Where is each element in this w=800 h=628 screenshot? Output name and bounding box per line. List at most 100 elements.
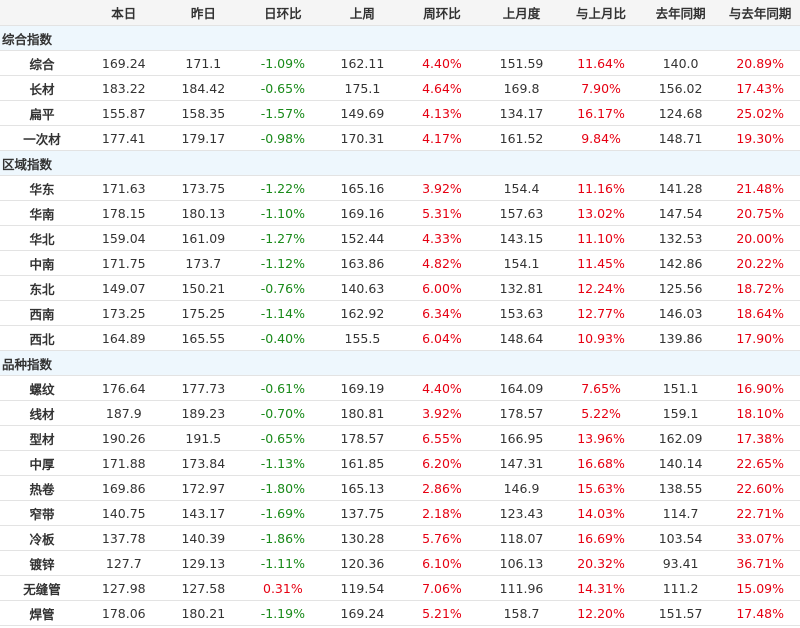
table-cell: 148.64 bbox=[481, 325, 562, 351]
table-row: 热卷 169.86 172.97 -1.80% 165.13 2.86% 146.9 15.6… bbox=[0, 475, 800, 501]
table-cell: 20.75% bbox=[720, 200, 800, 226]
table-cell: 13.02% bbox=[561, 200, 641, 226]
table-cell: 140.0 bbox=[640, 50, 721, 76]
table-cell: 161.09 bbox=[163, 225, 244, 251]
table-row: 西北 164.89 165.55 -0.40% 155.5 6.04% 148.64 10.9… bbox=[0, 325, 800, 351]
table-row: 西南 173.25 175.25 -1.14% 162.92 6.34% 153.63 12.… bbox=[0, 300, 800, 326]
table-cell: 18.64% bbox=[720, 300, 800, 326]
table-cell: 16.69% bbox=[561, 525, 641, 551]
table-cell: 18.10% bbox=[720, 400, 800, 426]
table-cell: 2.86% bbox=[402, 475, 482, 501]
table-cell: -0.70% bbox=[243, 400, 323, 426]
table-row: 线材 187.9 189.23 -0.70% 180.81 3.92% 178.57 5.22… bbox=[0, 400, 800, 426]
table-cell: 6.00% bbox=[402, 275, 482, 301]
table-cell: 164.89 bbox=[84, 325, 164, 351]
table-cell: 178.57 bbox=[322, 425, 403, 451]
table-cell: 4.82% bbox=[402, 250, 482, 276]
table-cell: 170.31 bbox=[322, 125, 403, 151]
table-cell: 178.15 bbox=[84, 200, 164, 226]
table-cell: 4.33% bbox=[402, 225, 482, 251]
section-title: 区域指数 bbox=[0, 150, 800, 176]
table-cell: 158.7 bbox=[481, 600, 562, 626]
table-cell: -1.86% bbox=[243, 525, 323, 551]
table-cell: 146.03 bbox=[640, 300, 721, 326]
table-cell: 16.90% bbox=[720, 375, 800, 401]
table-cell: 166.95 bbox=[481, 425, 562, 451]
table-row: 中厚 171.88 173.84 -1.13% 161.85 6.20% 147.31 16.… bbox=[0, 450, 800, 476]
table-cell: 143.15 bbox=[481, 225, 562, 251]
table-cell: 17.38% bbox=[720, 425, 800, 451]
table-cell: 2.18% bbox=[402, 500, 482, 526]
table-cell: 20.22% bbox=[720, 250, 800, 276]
table-cell: -1.10% bbox=[243, 200, 323, 226]
table-cell: 33.07% bbox=[720, 525, 800, 551]
row-label: 西北 bbox=[0, 325, 84, 351]
table-cell: 151.57 bbox=[640, 600, 721, 626]
table-row: 螺纹 176.64 177.73 -0.61% 169.19 4.40% 164.09 7.6… bbox=[0, 375, 800, 401]
table-row: 扁平 155.87 158.35 -1.57% 149.69 4.13% 134.17 16.… bbox=[0, 100, 800, 126]
column-header: 日环比 bbox=[243, 0, 323, 26]
table-cell: 25.02% bbox=[720, 100, 800, 126]
table-cell: 22.71% bbox=[720, 500, 800, 526]
table-cell: 169.19 bbox=[322, 375, 403, 401]
column-header bbox=[0, 0, 84, 26]
table-cell: 120.36 bbox=[322, 550, 403, 576]
row-label: 扁平 bbox=[0, 100, 84, 126]
section-header: 品种指数 bbox=[0, 350, 800, 376]
row-label: 窄带 bbox=[0, 500, 84, 526]
table-cell: 140.63 bbox=[322, 275, 403, 301]
table-cell: 169.8 bbox=[481, 75, 562, 101]
section-title: 品种指数 bbox=[0, 350, 800, 376]
table-cell: 171.1 bbox=[163, 50, 244, 76]
table-cell: -1.11% bbox=[243, 550, 323, 576]
row-label: 镀锌 bbox=[0, 550, 84, 576]
table-cell: 189.23 bbox=[163, 400, 244, 426]
table-cell: 22.60% bbox=[720, 475, 800, 501]
table-cell: 5.22% bbox=[561, 400, 641, 426]
table-cell: 162.09 bbox=[640, 425, 721, 451]
table-cell: -0.65% bbox=[243, 75, 323, 101]
table-cell: 178.06 bbox=[84, 600, 164, 626]
table-cell: 13.96% bbox=[561, 425, 641, 451]
table-cell: 178.57 bbox=[481, 400, 562, 426]
column-header: 去年同期 bbox=[640, 0, 721, 26]
table-cell: 143.17 bbox=[163, 500, 244, 526]
table-cell: 165.55 bbox=[163, 325, 244, 351]
table-cell: 114.7 bbox=[640, 500, 721, 526]
table-cell: 180.13 bbox=[163, 200, 244, 226]
table-cell: 11.45% bbox=[561, 250, 641, 276]
table-cell: 150.21 bbox=[163, 275, 244, 301]
table-cell: 15.09% bbox=[720, 575, 800, 601]
table-cell: 14.03% bbox=[561, 500, 641, 526]
table-cell: 21.48% bbox=[720, 175, 800, 201]
table-cell: 6.20% bbox=[402, 450, 482, 476]
row-label: 中南 bbox=[0, 250, 84, 276]
table-cell: 164.09 bbox=[481, 375, 562, 401]
table-cell: 184.42 bbox=[163, 75, 244, 101]
table-cell: -0.61% bbox=[243, 375, 323, 401]
row-label: 综合 bbox=[0, 50, 84, 76]
row-label: 无缝管 bbox=[0, 575, 84, 601]
table-cell: 155.87 bbox=[84, 100, 164, 126]
row-label: 东北 bbox=[0, 275, 84, 301]
table-row: 无缝管 127.98 127.58 0.31% 119.54 7.06% 111.96 14.… bbox=[0, 575, 800, 601]
row-label: 华南 bbox=[0, 200, 84, 226]
table-row: 东北 149.07 150.21 -0.76% 140.63 6.00% 132.81 12.… bbox=[0, 275, 800, 301]
table-cell: -0.40% bbox=[243, 325, 323, 351]
table-cell: 148.71 bbox=[640, 125, 721, 151]
table-cell: -1.69% bbox=[243, 500, 323, 526]
table-cell: 140.14 bbox=[640, 450, 721, 476]
table-cell: 127.7 bbox=[84, 550, 164, 576]
table-cell: 11.64% bbox=[561, 50, 641, 76]
table-cell: 16.17% bbox=[561, 100, 641, 126]
table-cell: 12.24% bbox=[561, 275, 641, 301]
table-cell: 149.69 bbox=[322, 100, 403, 126]
table-cell: 183.22 bbox=[84, 75, 164, 101]
table-cell: 171.63 bbox=[84, 175, 164, 201]
table-cell: 191.5 bbox=[163, 425, 244, 451]
table-cell: 6.55% bbox=[402, 425, 482, 451]
table-cell: 36.71% bbox=[720, 550, 800, 576]
table-cell: 123.43 bbox=[481, 500, 562, 526]
table-cell: 171.88 bbox=[84, 450, 164, 476]
